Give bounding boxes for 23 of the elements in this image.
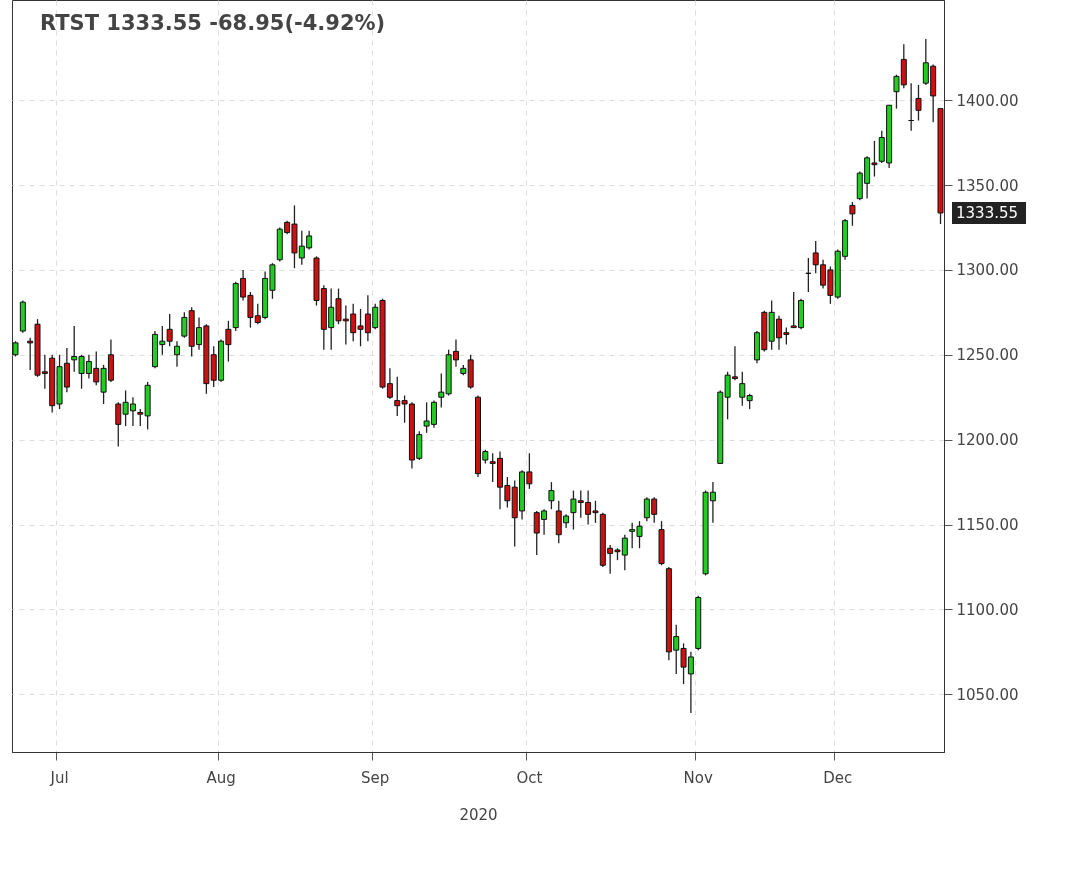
y-tick-label: 1050.00 <box>956 685 1019 704</box>
x-tick-label: Dec <box>823 768 853 787</box>
x-tick-label: Nov <box>683 768 713 787</box>
candlestick <box>166 313 173 347</box>
x-axis-title: 2020 <box>459 805 498 824</box>
y-tick-label: 1400.00 <box>956 91 1019 110</box>
y-tick-label: 1300.00 <box>956 261 1019 280</box>
y-tick-label: 1100.00 <box>956 600 1019 619</box>
y-tick-label: 1250.00 <box>956 346 1019 365</box>
y-tick-label: 1200.00 <box>956 431 1019 450</box>
x-tick-label: Oct <box>516 768 543 787</box>
candlestick <box>915 84 922 122</box>
candlestick <box>174 340 180 368</box>
candlestick <box>181 311 188 339</box>
x-tick-label: Aug <box>206 768 236 787</box>
x-tick-label: Sep <box>361 768 390 787</box>
candlestick <box>548 481 555 510</box>
y-tick-label: 1150.00 <box>956 516 1019 535</box>
x-tick-label: Jul <box>49 768 69 787</box>
text: 1333.55 <box>956 203 1019 222</box>
text: RTST 1333.55 -68.95(-4.92%) <box>40 11 386 35</box>
y-tick-label: 1350.00 <box>956 176 1019 195</box>
candlestick <box>849 201 856 227</box>
